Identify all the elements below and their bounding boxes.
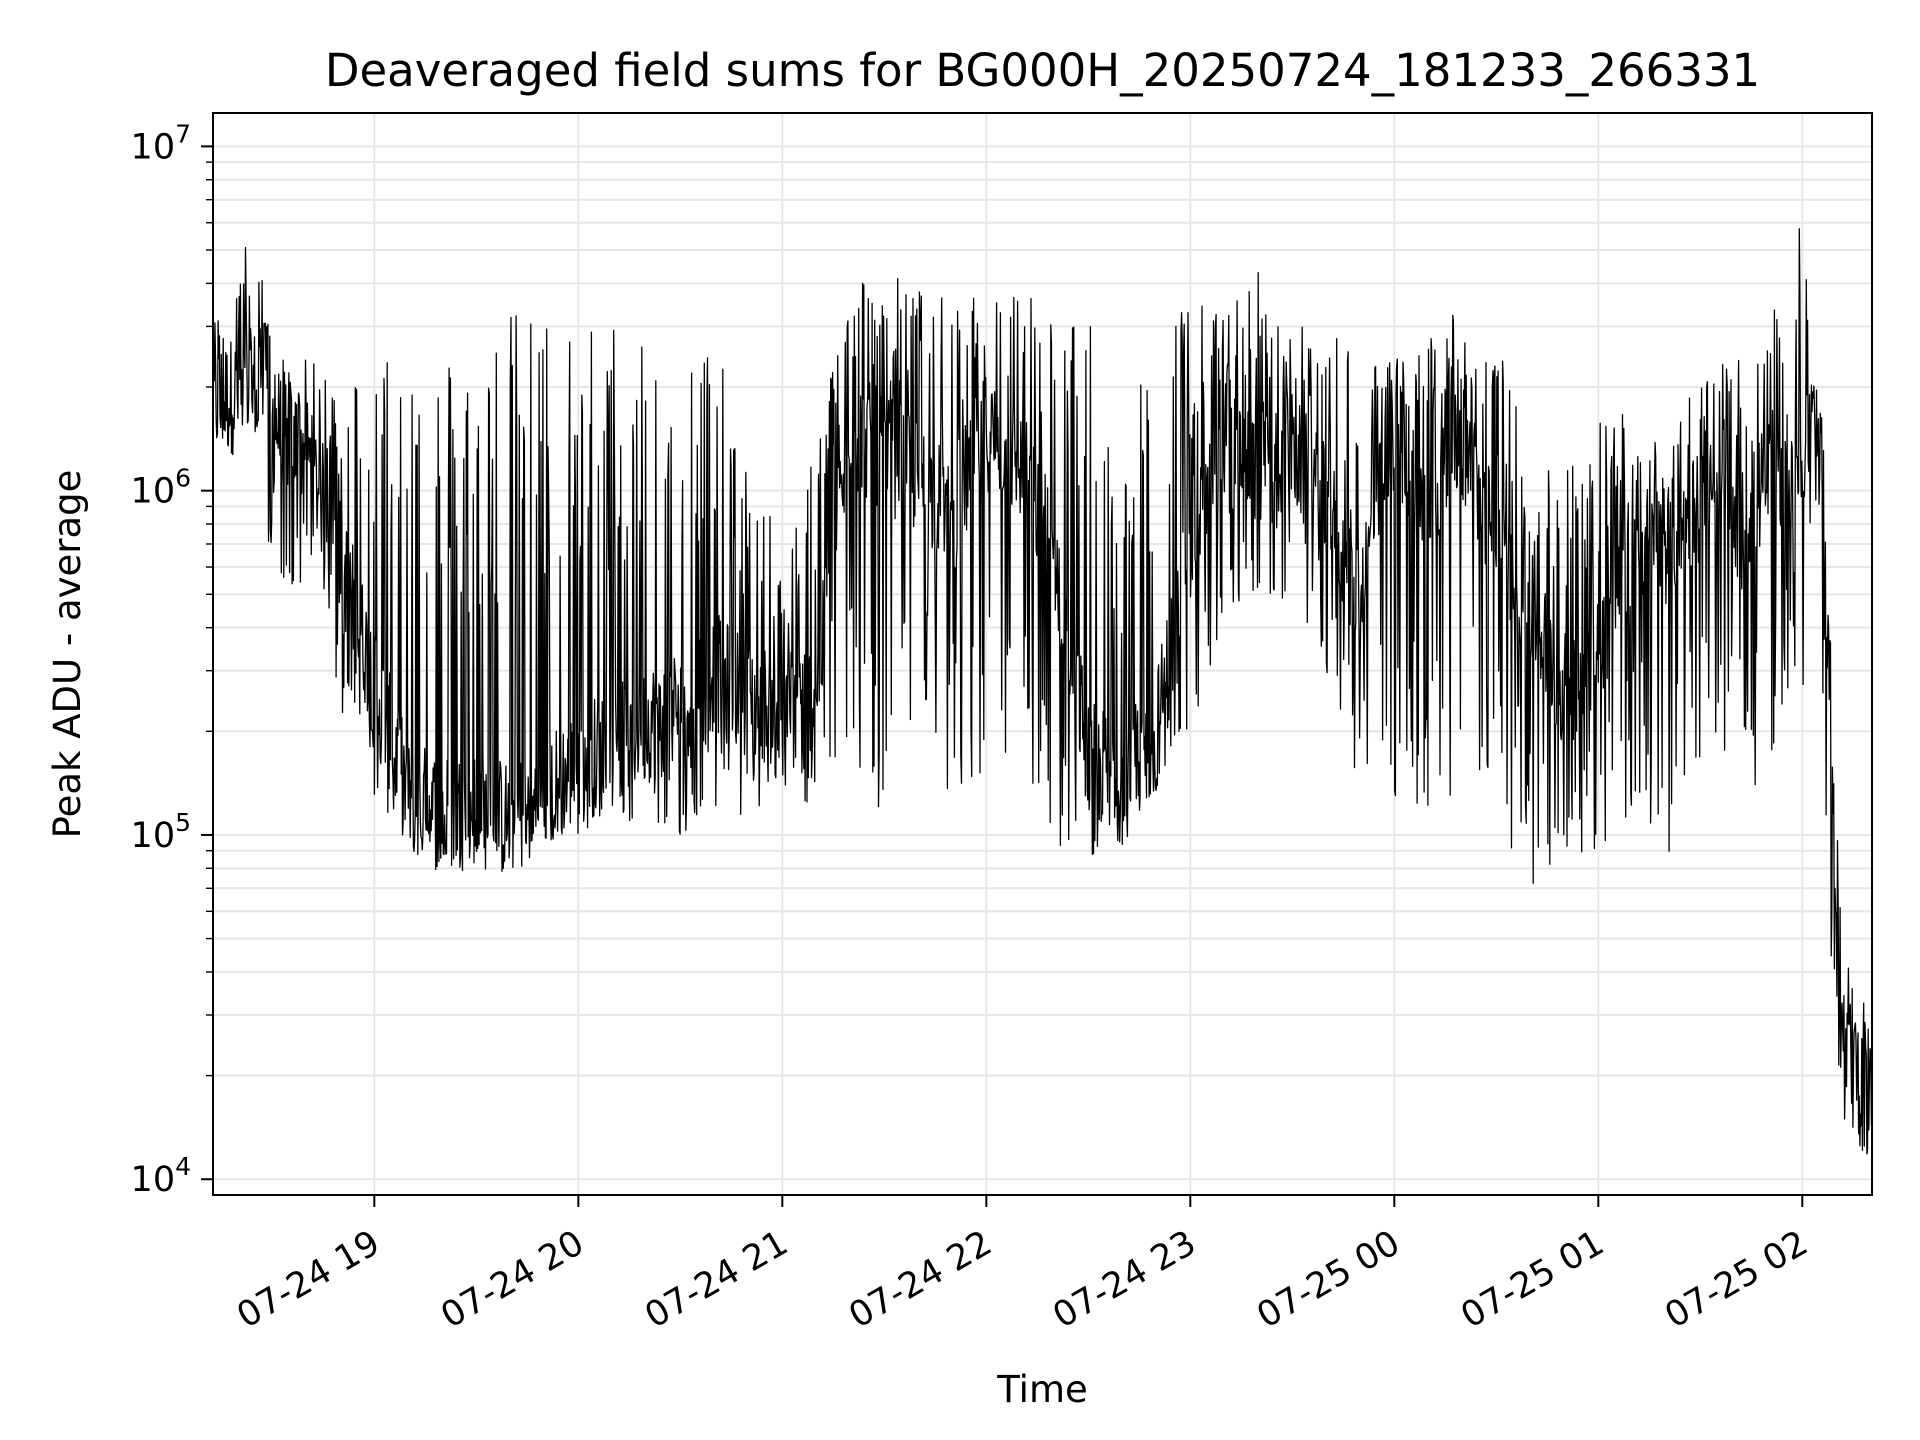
y-axis-label: Peak ADU - average xyxy=(46,470,89,839)
y-tick-exponent: 7 xyxy=(175,119,191,148)
y-tick-exponent: 5 xyxy=(175,808,191,837)
y-tick-base: 10 xyxy=(131,472,176,512)
y-tick-label: 106 xyxy=(131,464,191,512)
y-tick-base: 10 xyxy=(131,816,176,856)
y-tick-exponent: 4 xyxy=(175,1152,191,1181)
series-line xyxy=(212,228,1873,1155)
data-series xyxy=(212,228,1873,1155)
y-tick-base: 10 xyxy=(131,1160,176,1200)
y-tick-label: 105 xyxy=(131,808,191,856)
y-tick-base: 10 xyxy=(131,127,176,167)
y-tick-exponent: 6 xyxy=(175,464,191,493)
plot-frame xyxy=(212,112,1873,1196)
y-tick-label: 104 xyxy=(131,1152,191,1200)
chart-title: Deaveraged field sums for BG000H_2025072… xyxy=(325,44,1760,97)
y-tick-label: 107 xyxy=(131,119,191,167)
x-axis-label: Time xyxy=(996,1368,1088,1411)
